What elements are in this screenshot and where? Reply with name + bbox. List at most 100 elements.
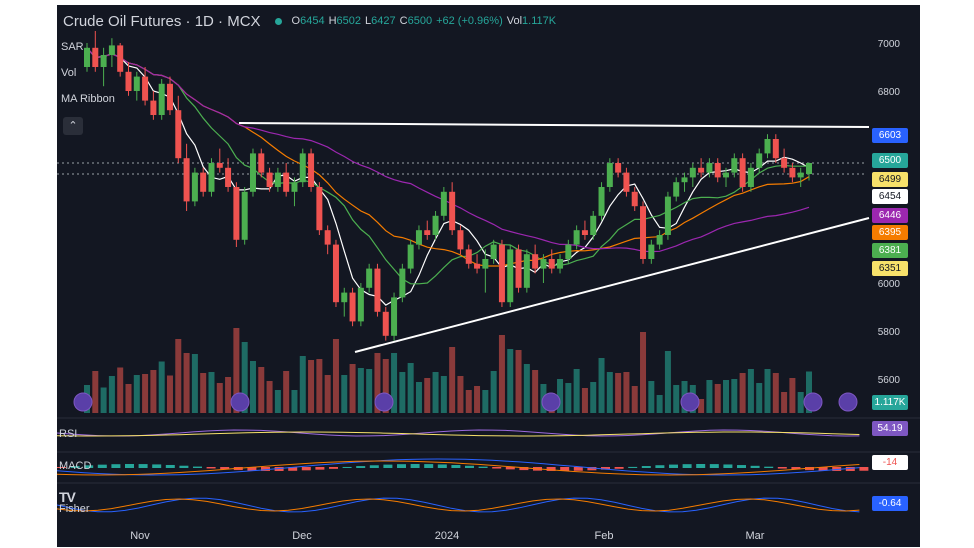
volume-bar	[739, 373, 746, 413]
indicator-ma-ribbon-label[interactable]: MA Ribbon	[61, 93, 115, 105]
volume-bar	[166, 375, 173, 413]
chart-frame[interactable]: 7000 6800 6000 5800 5600 Nov Dec 2024 Feb Mar Cr…	[57, 5, 920, 547]
candle-body	[548, 259, 555, 269]
time-tick: Mar	[746, 530, 765, 542]
volume-bar	[158, 361, 165, 413]
macd-histogram-bar	[97, 464, 107, 468]
event-icon	[680, 392, 700, 412]
volume-bar	[225, 377, 232, 413]
price-tag: -0.64	[872, 496, 908, 511]
price-axis: 7000 6800 6000 5800 5600	[878, 39, 901, 386]
macd-histogram-bar	[859, 467, 869, 471]
fisher-pane-label[interactable]: Fisher	[59, 503, 90, 515]
time-tick: Nov	[130, 530, 150, 542]
macd-histogram-bar	[437, 464, 447, 468]
volume-bar	[623, 372, 630, 413]
candle-body	[615, 163, 622, 173]
macd-histogram-bar	[737, 465, 746, 468]
macd-histogram-bar	[424, 464, 434, 468]
resistance-trendline	[238, 122, 870, 128]
candle-body	[266, 172, 273, 187]
macd-histogram-bar	[451, 465, 461, 468]
macd-pane-label[interactable]: MACD	[59, 460, 92, 472]
volume-bar	[656, 395, 663, 413]
candle-body	[183, 158, 190, 202]
candle-body	[233, 187, 240, 240]
volume-bar	[249, 361, 256, 413]
volume-bar	[723, 380, 730, 413]
fisher-trigger-line	[57, 498, 860, 512]
indicator-panes	[57, 429, 869, 513]
volume-bar	[216, 383, 223, 413]
rsi-ma-line	[57, 431, 860, 437]
candle-body	[117, 45, 124, 72]
candle-body	[158, 83, 165, 115]
symbol-title[interactable]: Crude Oil Futures · 1D · MCX	[63, 12, 261, 30]
volume-bar	[92, 371, 99, 413]
macd-histogram-bar	[845, 467, 855, 471]
macd-histogram-bar	[505, 467, 515, 470]
macd-histogram-bar	[383, 464, 393, 468]
moving-average-line	[86, 47, 810, 306]
volume-bar	[557, 379, 564, 413]
macd-histogram-bar	[342, 466, 352, 468]
candle-body	[225, 167, 232, 187]
candle-body	[84, 47, 90, 67]
indicator-sar-label[interactable]: SAR	[61, 41, 84, 53]
volume-bar	[490, 371, 497, 413]
collapse-indicators-button[interactable]: ⌃	[63, 117, 83, 135]
rsi-pane-label[interactable]: RSI	[59, 428, 78, 440]
macd-histogram-bar	[329, 467, 338, 469]
support-trendline	[354, 217, 870, 353]
candle-body	[498, 244, 505, 303]
volume-bar	[474, 386, 481, 413]
volume-bar	[274, 390, 281, 413]
event-icon	[73, 392, 93, 412]
volume-bar	[399, 372, 406, 413]
candle-body	[598, 187, 605, 216]
macd-histogram-bar	[832, 467, 842, 471]
event-icon	[374, 392, 394, 412]
ohlc-high-key: H	[328, 15, 337, 27]
event-icons	[73, 392, 858, 412]
volume-bar	[108, 376, 115, 413]
macd-histogram-bar	[573, 467, 583, 471]
price-tag: 1.117K	[872, 395, 908, 410]
indicator-vol-label[interactable]: Vol	[61, 67, 77, 79]
macd-histogram-bar	[57, 467, 66, 468]
candle-body	[175, 110, 182, 159]
time-tick: 2024	[435, 530, 459, 542]
volume-bar	[175, 339, 182, 413]
volume-bar	[673, 385, 680, 413]
volume-bar	[806, 371, 812, 413]
candle-body	[125, 71, 132, 91]
volume-bar	[797, 392, 804, 413]
volume-bar	[465, 390, 472, 413]
candle-body	[781, 158, 788, 168]
time-tick: Feb	[595, 530, 614, 542]
volume-bar	[324, 375, 331, 413]
chart-svg[interactable]: 7000 6800 6000 5800 5600 Nov Dec 2024 Feb Mar	[57, 5, 920, 547]
macd-histogram-bar	[777, 467, 787, 469]
volume-bar	[183, 353, 190, 413]
volume-bar	[590, 382, 597, 413]
candle-body	[689, 167, 696, 178]
candle-body	[415, 230, 422, 245]
volume-bar	[415, 382, 422, 413]
ohlc-open-key: O	[291, 15, 301, 27]
candle-body	[382, 311, 389, 336]
event-icon	[803, 392, 823, 412]
macd-histogram-bar	[369, 465, 379, 468]
macd-histogram-bar	[138, 464, 148, 468]
candle-body	[108, 45, 115, 55]
macd-histogram-bar	[165, 464, 175, 468]
candle-body	[664, 196, 671, 235]
candle-body	[756, 153, 763, 168]
macd-histogram-bar	[84, 465, 94, 468]
candle-body	[623, 172, 630, 192]
candle-body	[631, 191, 638, 207]
volume-bar	[357, 368, 364, 413]
price-tag: 6500	[872, 153, 908, 168]
volume-bars	[84, 328, 812, 413]
rsi-line	[57, 429, 860, 437]
